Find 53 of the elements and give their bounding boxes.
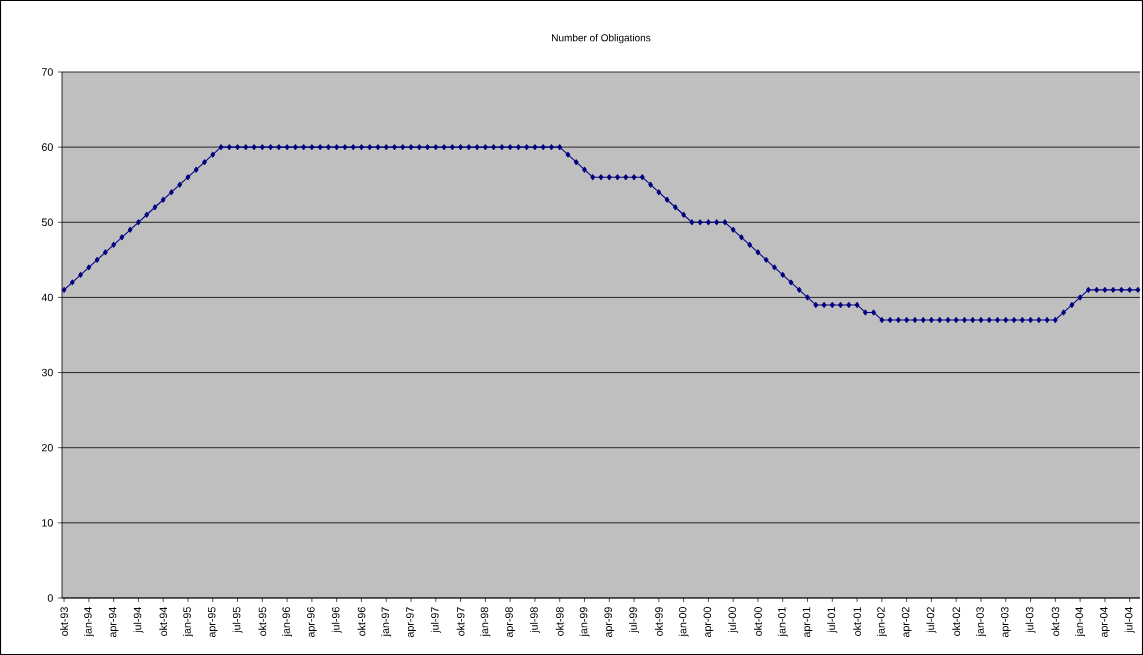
x-tick-label: jul-98 xyxy=(529,607,540,634)
x-tick-label: apr-03 xyxy=(1000,607,1011,638)
x-tick-label: okt-98 xyxy=(555,607,564,636)
y-tick-label: 60 xyxy=(41,143,53,151)
x-tick-label: jul-01 xyxy=(827,607,838,634)
x-tick-label: okt-94 xyxy=(159,607,168,636)
x-tick-label: jan-99 xyxy=(579,607,590,637)
x-tick-label: okt-01 xyxy=(853,607,861,636)
x-tick-label: apr-97 xyxy=(406,607,416,638)
y-tick-label: 0 xyxy=(47,594,53,602)
x-tick-label: okt-00 xyxy=(754,607,762,636)
x-tick-label: jul-00 xyxy=(728,607,739,634)
x-tick-label: okt-02 xyxy=(952,607,961,636)
x-tick-label: apr-98 xyxy=(505,607,515,638)
x-tick-label: jan-96 xyxy=(282,607,293,637)
x-tick-label: apr-00 xyxy=(703,607,714,638)
x-tick-label: okt-99 xyxy=(654,607,663,636)
x-tick-label: jul-94 xyxy=(133,607,144,634)
y-tick-label: 30 xyxy=(41,368,53,377)
x-tick-label: apr-01 xyxy=(802,607,813,638)
x-tick-label: okt-97 xyxy=(456,607,465,636)
x-tick-label: jan-04 xyxy=(1075,607,1086,637)
x-tick-label: okt-95 xyxy=(258,607,267,636)
x-tick-label: jan-98 xyxy=(480,607,491,637)
x-tick-label: jan-97 xyxy=(381,607,392,637)
y-tick-label: 40 xyxy=(41,293,53,302)
y-tick-label: 50 xyxy=(41,218,53,227)
x-tick-label: apr-95 xyxy=(207,607,218,638)
x-tick-label: apr-02 xyxy=(901,607,912,638)
x-tick-label: jul-99 xyxy=(629,607,640,634)
x-tick-label: jul-03 xyxy=(1025,607,1036,634)
x-tick-label: jul-95 xyxy=(232,607,243,634)
x-tick-label: jan-02 xyxy=(876,607,887,637)
x-tick-label: jan-95 xyxy=(183,607,193,637)
x-tick-label: jan-03 xyxy=(976,607,986,637)
x-tick-label: jan-01 xyxy=(777,607,788,637)
x-tick-label: okt-93 xyxy=(60,607,68,636)
x-tick-label: jul-96 xyxy=(331,607,342,634)
x-tick-label: jan-00 xyxy=(678,607,689,637)
y-tick-label: 10 xyxy=(42,519,53,527)
y-tick-label: 70 xyxy=(41,68,53,76)
x-tick-label: okt-03 xyxy=(1051,607,1060,636)
x-tick-label: jan-94 xyxy=(83,607,94,637)
x-tick-label: jul-97 xyxy=(430,607,441,634)
x-tick-label: jul-02 xyxy=(926,607,937,634)
x-tick-label: apr-94 xyxy=(108,607,119,638)
x-tick-label: apr-04 xyxy=(1100,607,1110,638)
chart-title: Number of Obligations xyxy=(552,34,651,44)
y-tick-label: 20 xyxy=(41,443,53,452)
x-tick-label: jul-04 xyxy=(1124,607,1135,634)
x-tick-label: apr-99 xyxy=(604,607,615,638)
x-tick-label: okt-96 xyxy=(357,607,366,636)
x-tick-label: apr-96 xyxy=(307,607,317,638)
